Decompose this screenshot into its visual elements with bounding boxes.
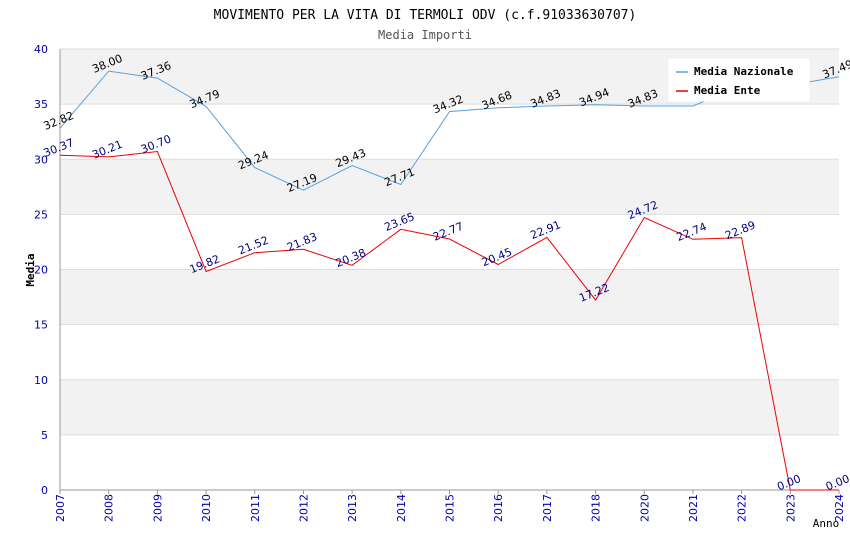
x-tick-label: 2016: [492, 494, 505, 522]
x-tick-label: 2009: [151, 494, 164, 522]
y-tick-label: 25: [34, 208, 48, 221]
x-tick-label: 2018: [590, 494, 603, 522]
y-tick-label: 15: [34, 319, 48, 332]
y-tick-labels: 0 5 10 15 20 25 30 35 40: [34, 43, 48, 497]
x-tick-label: 2008: [103, 494, 116, 522]
y-tick-label: 20: [34, 264, 48, 277]
plot-band: [60, 269, 839, 325]
plot-band: [60, 214, 839, 270]
plot-band: [60, 324, 839, 380]
x-tick-label: 2022: [736, 494, 749, 522]
y-tick-label: 40: [34, 43, 48, 56]
x-tick-label: 2013: [346, 494, 359, 522]
x-tick-label: 2021: [687, 494, 700, 522]
y-tick-label: 35: [34, 98, 48, 111]
legend-box: [668, 58, 810, 102]
legend-label-media-ente: Media Ente: [694, 84, 761, 97]
legend: Media Nazionale Media Ente: [668, 58, 810, 102]
x-tick-label: 2011: [249, 494, 262, 522]
legend-label-media-nazionale: Media Nazionale: [694, 65, 794, 78]
x-tick-label: 2007: [54, 494, 67, 522]
plot-band: [60, 379, 839, 435]
y-tick-label: 5: [41, 429, 48, 442]
series-line-media-ente: [59, 150, 839, 491]
x-tick-label: 2014: [395, 494, 408, 522]
y-tick-label: 0: [41, 484, 48, 497]
y-tick-label: 10: [34, 374, 48, 387]
plot-band: [60, 159, 839, 215]
chart-title: MOVIMENTO PER LA VITA DI TERMOLI ODV (c.…: [214, 8, 637, 23]
x-tick-label: 2023: [784, 494, 797, 522]
y-axis-title: Media: [24, 253, 37, 286]
plot-bands: [60, 49, 839, 490]
x-tick-label: 2012: [297, 494, 310, 522]
y-tick-label: 30: [34, 153, 48, 166]
x-tick-labels: 2007 2008 2009 2010 2011 2012 2013 2014 2015 2016…: [54, 490, 846, 522]
plot-band: [60, 434, 839, 490]
x-tick-label: 2010: [200, 494, 213, 522]
x-axis-title: Anno: [813, 517, 840, 530]
x-tick-label: 2020: [638, 494, 651, 522]
x-tick-label: 2017: [541, 494, 554, 522]
chart-subtitle: Media Importi: [378, 28, 472, 42]
x-tick-label: 2024: [833, 494, 846, 522]
x-tick-label: 2015: [444, 494, 457, 522]
plot-band: [60, 104, 839, 160]
